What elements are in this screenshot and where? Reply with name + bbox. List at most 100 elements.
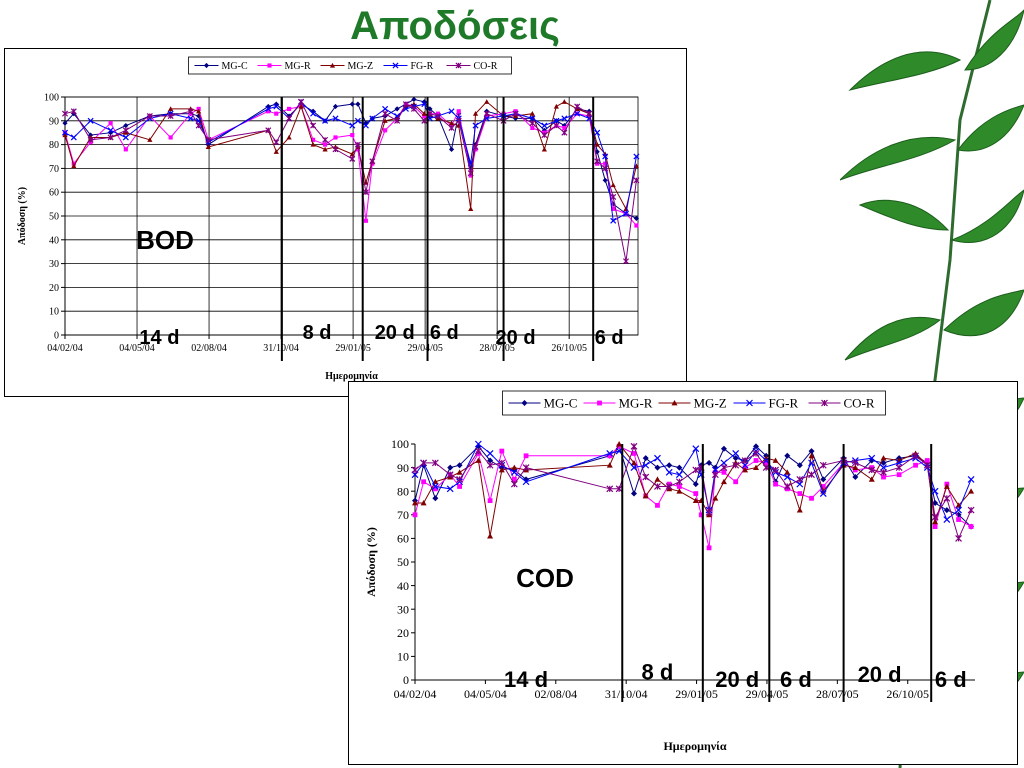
data-point-CO-R (455, 117, 462, 124)
data-point-CO-R (752, 450, 760, 457)
data-point-MG-Z (880, 455, 887, 461)
legend-entry: CO-R (844, 396, 875, 411)
data-point-CO-R (510, 480, 518, 488)
data-point-MG-C (456, 462, 463, 469)
phase-label: 20 d (375, 322, 415, 344)
data-point-MG-C (349, 101, 355, 107)
data-point-MG-R (286, 106, 292, 111)
phase-label: 8 d (642, 660, 674, 685)
data-point-MG-R (634, 223, 639, 228)
data-point-CO-R (642, 473, 650, 481)
data-point-MG-R (676, 484, 682, 489)
data-point-MG-Z (472, 111, 479, 116)
data-point-CO-R (868, 466, 876, 474)
data-point-MG-C (720, 445, 727, 452)
data-point-CO-R (472, 143, 479, 151)
data-point-CO-R (61, 110, 69, 117)
data-point-MG-R (932, 524, 938, 529)
data-point-MG-Z (205, 144, 211, 150)
data-point-FG-R (675, 471, 683, 479)
series-line-MG-C (64, 98, 637, 219)
data-point-MG-C (633, 215, 639, 221)
data-point-FG-R (354, 117, 361, 124)
data-point-MG-C (654, 464, 661, 471)
data-point-MG-R (881, 474, 886, 480)
data-point-FG-R (692, 445, 700, 453)
data-point-MG-R (924, 458, 930, 463)
data-point-MG-Z (168, 106, 174, 111)
data-point-FG-R (541, 122, 548, 129)
data-point-CO-R (594, 158, 601, 165)
data-point-MG-Z (298, 103, 304, 109)
data-point-MG-C (676, 464, 683, 471)
data-point-CO-R (467, 170, 474, 177)
y-axis-title: Απόδοση (%) (17, 187, 28, 245)
series-MG-Z (412, 441, 975, 539)
xtick-label: 28/07/05 (479, 343, 515, 354)
data-point-FG-R (602, 153, 609, 160)
data-point-MG-Z (616, 441, 623, 447)
data-point-CO-R (298, 98, 305, 105)
data-point-MG-R (266, 109, 271, 114)
chart-label: BOD (136, 225, 194, 255)
data-point-MG-Z (630, 459, 637, 466)
data-point-FG-R (265, 105, 272, 112)
data-point-MG-C (432, 495, 439, 502)
data-point-FG-R (665, 468, 673, 476)
data-point-MG-C (666, 462, 673, 469)
ytick-label: 60 (397, 532, 409, 546)
data-point-FG-R (622, 210, 630, 217)
data-point-FG-R (273, 103, 280, 110)
data-point-CO-R (720, 464, 728, 472)
data-point-MG-R (168, 135, 173, 140)
data-point-MG-Z (147, 137, 153, 142)
data-point-CO-R (498, 459, 506, 467)
data-point-MG-Z (742, 466, 749, 473)
ytick-label: 80 (397, 484, 409, 498)
data-point-FG-R (529, 115, 536, 122)
data-point-MG-Z (448, 120, 455, 126)
data-point-FG-R (322, 117, 329, 124)
data-point-MG-Z (62, 132, 68, 138)
grid-lines (61, 96, 638, 339)
legend-entry: CO-R (474, 61, 498, 72)
data-point-MG-Z (623, 206, 629, 211)
series-MG-C (412, 443, 975, 530)
data-point-FG-R (606, 450, 614, 457)
data-point-CO-R (541, 132, 548, 139)
legend-swatch-marker (329, 62, 336, 68)
data-point-MG-C (692, 481, 699, 488)
data-point-CO-R (762, 464, 770, 472)
ytick-label: 50 (49, 212, 59, 223)
data-point-CO-R (602, 165, 609, 172)
data-point-FG-R (522, 478, 530, 486)
data-point-CO-R (522, 464, 530, 472)
cod-chart-panel: 0 10 20 30 40 50 60 70 80 90 100 04/02/04 04/05/04 02… (348, 381, 1018, 765)
data-point-MG-C (448, 146, 455, 152)
data-point-FG-R (486, 450, 494, 457)
series-CO-R (61, 98, 640, 265)
data-point-FG-R (187, 115, 194, 122)
data-point-MG-R (820, 484, 826, 489)
data-point-MG-C (427, 106, 433, 112)
data-point-CO-R (665, 483, 673, 490)
x-axis-title: Ημερομηνία (663, 739, 726, 753)
data-point-MG-R (350, 133, 355, 138)
ytick-label: 0 (54, 331, 59, 342)
data-point-CO-R (610, 193, 617, 200)
data-point-CO-R (931, 513, 939, 521)
phase-label: 14 d (504, 667, 548, 692)
data-point-MG-Z (273, 149, 279, 154)
data-point-CO-R (808, 471, 815, 479)
data-point-MG-R (355, 147, 360, 152)
legend-entry: FG-R (769, 396, 799, 411)
data-point-MG-C (421, 99, 427, 105)
data-point-CO-R (741, 457, 749, 464)
ytick-label: 20 (49, 283, 59, 294)
data-point-CO-R (394, 117, 401, 124)
data-point-MG-R (733, 479, 739, 485)
xtick-label: 29/01/05 (335, 343, 371, 354)
data-point-CO-R (265, 127, 272, 134)
data-point-MG-R (333, 135, 338, 140)
data-point-MG-C (712, 464, 719, 471)
